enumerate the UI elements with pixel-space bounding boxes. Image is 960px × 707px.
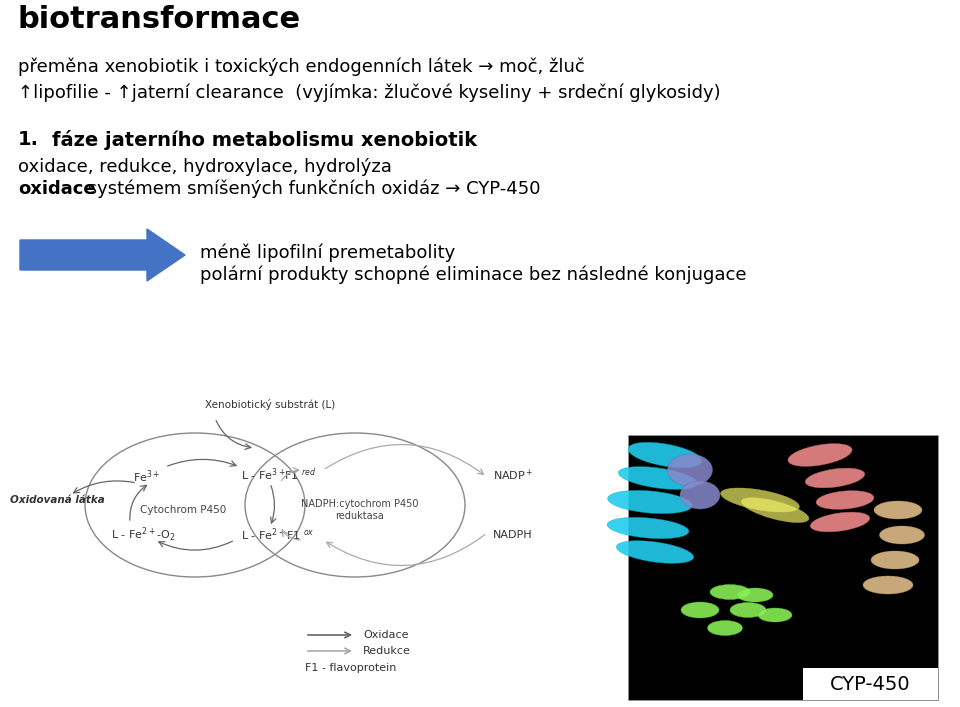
- Ellipse shape: [616, 541, 694, 563]
- Ellipse shape: [758, 608, 792, 622]
- Ellipse shape: [879, 526, 924, 544]
- Text: Xenobiotický substrát (L): Xenobiotický substrát (L): [205, 399, 335, 411]
- Text: přeměna xenobiotik i toxických endogenních látek → moč, žluč: přeměna xenobiotik i toxických endogenní…: [18, 58, 585, 76]
- Ellipse shape: [741, 498, 809, 522]
- Ellipse shape: [608, 491, 692, 513]
- Text: L - Fe$^{2+}$: L - Fe$^{2+}$: [241, 527, 285, 543]
- Ellipse shape: [628, 443, 702, 467]
- Text: CYP-450: CYP-450: [829, 674, 910, 694]
- Ellipse shape: [737, 588, 773, 602]
- Text: Fe$^{3+}$: Fe$^{3+}$: [133, 469, 160, 485]
- Bar: [803, 668, 938, 700]
- Text: systémem smíšených funkčních oxidáz → CYP-450: systémem smíšených funkčních oxidáz → CY…: [82, 180, 540, 199]
- Text: oxidace, redukce, hydroxylace, hydrolýza: oxidace, redukce, hydroxylace, hydrolýza: [18, 158, 392, 176]
- Ellipse shape: [667, 454, 712, 486]
- Text: 1.: 1.: [18, 130, 39, 149]
- Bar: [628, 435, 938, 700]
- Text: Oxidace: Oxidace: [363, 630, 409, 640]
- Ellipse shape: [681, 602, 719, 618]
- Ellipse shape: [871, 551, 919, 569]
- Ellipse shape: [710, 585, 750, 600]
- Ellipse shape: [805, 468, 865, 488]
- Ellipse shape: [721, 488, 800, 512]
- Text: fáze jaterního metabolismu xenobiotik: fáze jaterního metabolismu xenobiotik: [52, 130, 477, 150]
- Text: F1 $^{red}$: F1 $^{red}$: [284, 467, 316, 484]
- Text: F1 - flavoprotein: F1 - flavoprotein: [305, 663, 396, 673]
- Text: NADPH: NADPH: [493, 530, 533, 540]
- Text: NADP$^+$: NADP$^+$: [493, 467, 534, 483]
- Ellipse shape: [788, 444, 852, 467]
- Text: ↑lipofilie - ↑jaterní clearance  (vyjímka: žlučové kyseliny + srdeční glykosidy): ↑lipofilie - ↑jaterní clearance (vyjímka…: [18, 83, 721, 102]
- Ellipse shape: [708, 621, 742, 636]
- Text: Cytochrom P450: Cytochrom P450: [140, 505, 227, 515]
- Ellipse shape: [874, 501, 922, 519]
- Ellipse shape: [730, 602, 766, 617]
- Text: L - Fe$^{2+}$-O$_2$: L - Fe$^{2+}$-O$_2$: [110, 526, 176, 544]
- Text: L - Fe$^{3+}$: L - Fe$^{3+}$: [241, 467, 285, 484]
- Ellipse shape: [863, 576, 913, 594]
- Text: Redukce: Redukce: [363, 646, 411, 656]
- Ellipse shape: [810, 512, 870, 532]
- Text: polární produkty schopné eliminace bez následné konjugace: polární produkty schopné eliminace bez n…: [200, 265, 747, 284]
- Ellipse shape: [607, 518, 689, 539]
- Ellipse shape: [816, 491, 874, 509]
- Text: oxidace: oxidace: [18, 180, 96, 198]
- Text: NADPH:cytochrom P450
reduktasa: NADPH:cytochrom P450 reduktasa: [301, 499, 419, 521]
- FancyArrow shape: [20, 229, 185, 281]
- Text: Oxidovaná látka: Oxidovaná látka: [10, 495, 105, 505]
- Text: biotransformace: biotransformace: [18, 5, 301, 34]
- Ellipse shape: [618, 467, 698, 489]
- Ellipse shape: [680, 481, 720, 509]
- Text: F1 $^{ox}$: F1 $^{ox}$: [286, 528, 314, 542]
- Text: méně lipofilní premetabolity: méně lipofilní premetabolity: [200, 243, 455, 262]
